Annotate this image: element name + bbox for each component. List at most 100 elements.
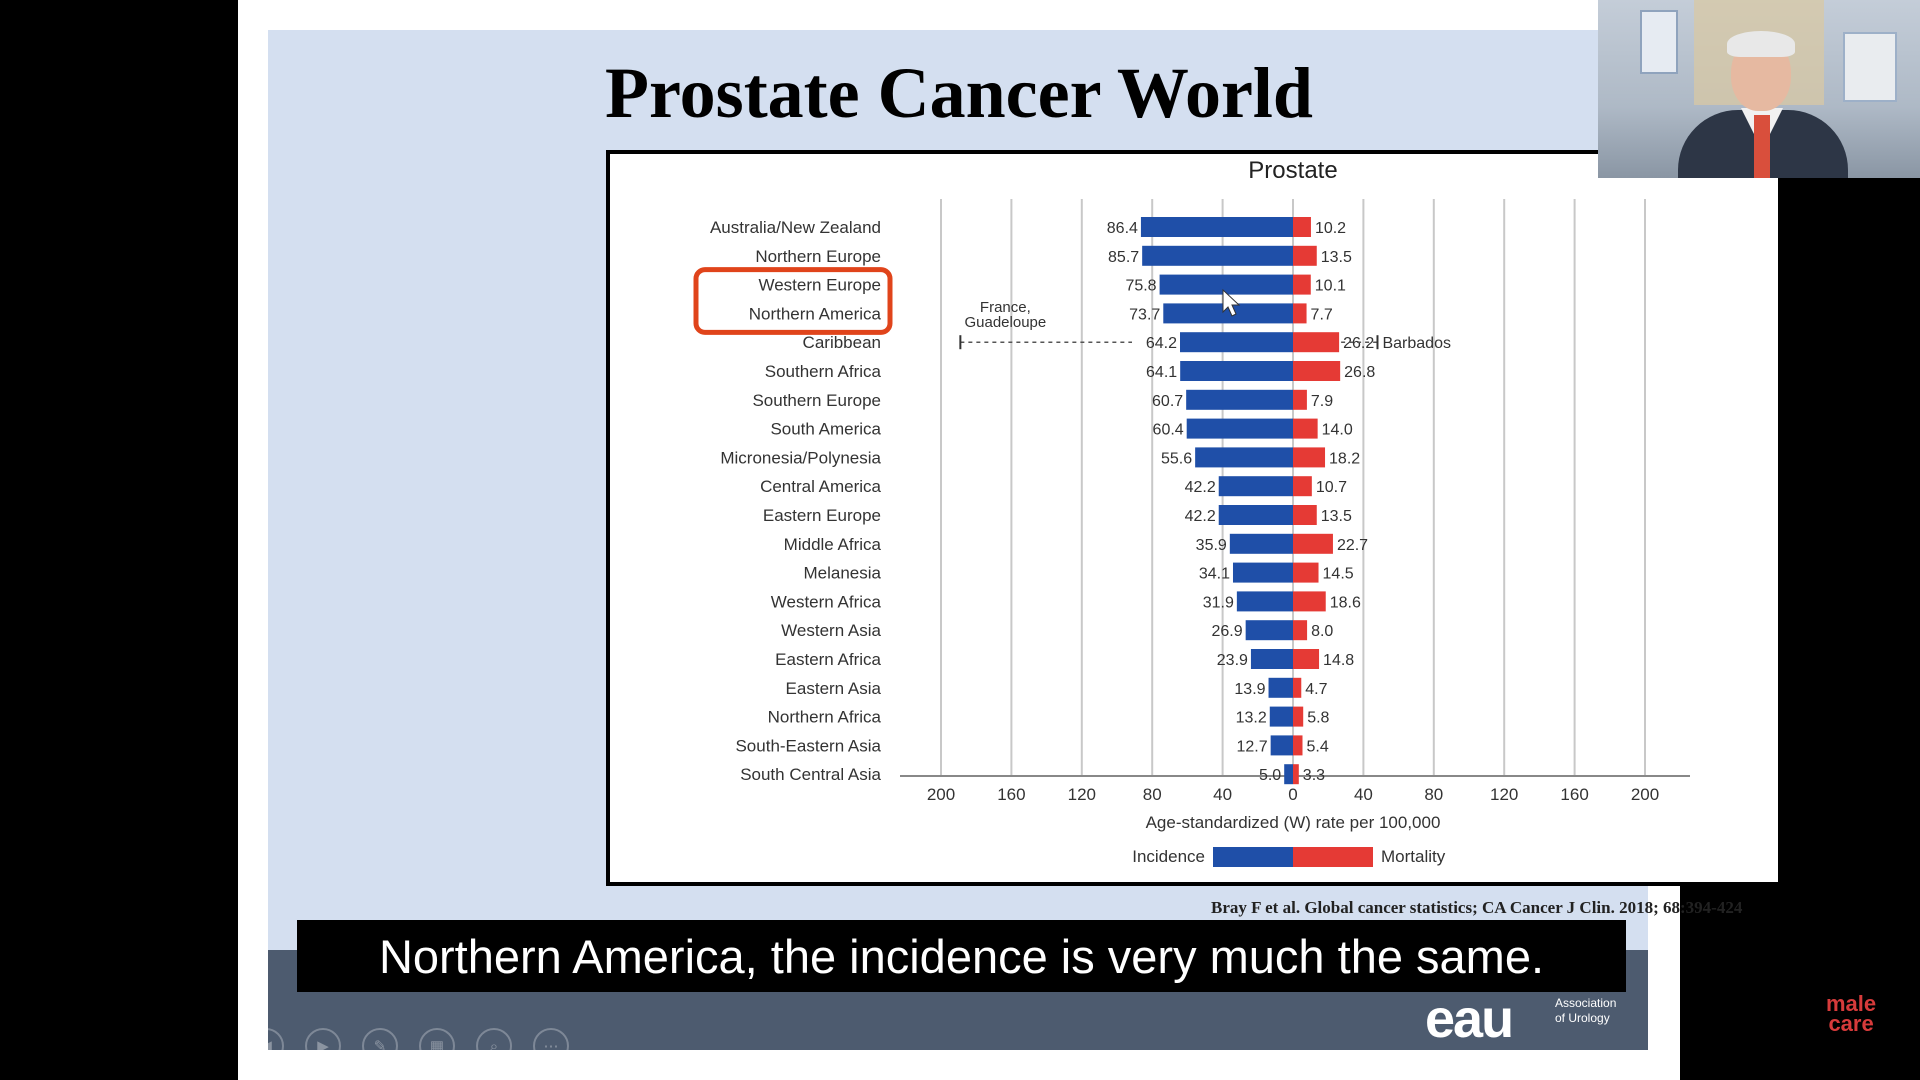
incidence-data-label: 60.7 [1152,393,1183,410]
incidence-bar [1218,476,1293,497]
chart-frame: Prostate Australia/New Zealand 86.4 10.2 Nor… [606,150,1782,886]
x-axis-label: Age-standardized (W) rate per 100,000 [1146,813,1441,832]
mortality-data-label: 5.8 [1307,710,1329,727]
category-label: Western Europe [758,276,881,295]
incidence-bar [1268,677,1293,698]
incidence-data-label: 26.9 [1212,623,1243,640]
x-tick-label: 200 [1631,785,1659,804]
zoom-icon[interactable]: ⌕ [476,1028,512,1064]
mortality-bar [1293,447,1326,468]
mortality-data-label: 10.1 [1315,278,1346,295]
incidence-bar [1142,245,1293,266]
incidence-bar [1186,418,1293,439]
incidence-data-label: 23.9 [1217,652,1248,669]
incidence-data-label: 42.2 [1185,479,1216,496]
mortality-data-label: 4.7 [1305,681,1327,698]
legend-label-incidence: Incidence [1132,847,1205,866]
pen-icon[interactable]: ✎ [362,1028,398,1064]
wall-poster [1843,32,1897,102]
speaker-hair [1727,31,1795,57]
incidence-bar [1180,332,1293,353]
x-tick-label: 160 [1560,785,1588,804]
previous-icon[interactable]: ◀ [248,1028,284,1064]
mortality-data-label: 7.7 [1311,306,1333,323]
legend-swatch-mortality [1293,847,1373,867]
incidence-data-label: 75.8 [1125,278,1156,295]
mortality-bar [1293,217,1311,237]
category-label: Southern Africa [765,362,882,381]
incidence-data-label: 13.2 [1236,710,1267,727]
subtitle-caption: Northern America, the incidence is very … [297,920,1626,992]
category-label: Northern Europe [755,247,881,266]
eau-logo: eau [1425,989,1514,1049]
mortality-bar [1293,361,1341,381]
mortality-bar [1293,649,1320,669]
incidence-data-label: 73.7 [1129,306,1160,323]
mortality-bar [1293,332,1340,353]
chart-title: Prostate [1248,157,1337,184]
incidence-bar [1218,505,1293,525]
slides-icon[interactable]: ▦ [419,1028,455,1064]
eau-logo-line: Association [1555,996,1617,1010]
incidence-bar [1140,217,1293,237]
channel-watermark: male care [1826,993,1876,1036]
incidence-bar [1236,591,1293,612]
slide-title: Prostate Cancer World [605,53,1313,133]
incidence-bar [1159,274,1293,295]
x-tick-label: 120 [1490,785,1518,804]
mortality-data-label: 8.0 [1311,623,1333,640]
incidence-data-label: 64.1 [1146,364,1177,381]
annotation-barbados: Barbados [1382,335,1451,352]
mortality-data-label: 14.0 [1322,422,1353,439]
incidence-bar [1269,706,1293,727]
incidence-data-label: 13.9 [1234,681,1265,698]
category-label: Eastern Asia [786,679,882,698]
incidence-data-label: 64.2 [1146,335,1177,352]
incidence-data-label: 12.7 [1237,738,1268,755]
mortality-bar [1293,735,1303,756]
category-label: Micronesia/Polynesia [720,448,881,467]
incidence-data-label: 31.9 [1203,594,1234,611]
mortality-bar [1293,706,1304,727]
mortality-data-label: 10.7 [1316,479,1347,496]
mortality-bar [1293,505,1317,525]
watermark-line: care [1828,1011,1874,1036]
mortality-bar [1293,245,1317,266]
eau-logo-line: of Urology [1555,1011,1610,1025]
next-icon[interactable]: ▶ [305,1028,341,1064]
legend-label-mortality: Mortality [1381,847,1446,866]
incidence-bar [1284,764,1293,785]
incidence-bar [1195,447,1293,468]
mortality-bar [1293,620,1308,641]
x-tick-label: 80 [1143,785,1162,804]
mortality-data-label: 14.8 [1323,652,1354,669]
highlight-box [693,267,893,335]
bar-chart: Prostate Australia/New Zealand 86.4 10.2 Nor… [693,157,1690,867]
incidence-data-label: 35.9 [1196,537,1227,554]
x-tick-label: 120 [1068,785,1096,804]
category-label: South America [770,420,881,439]
annotation-france-guadeloupe: France, Guadeloupe [964,299,1046,331]
incidence-bar [1180,361,1293,381]
citation: Bray F et al. Global cancer statistics; … [1211,898,1743,917]
mortality-data-label: 13.5 [1321,508,1352,525]
incidence-data-label: 86.4 [1107,220,1138,237]
category-label: Middle Africa [784,535,882,554]
x-tick-label: 40 [1354,785,1373,804]
mortality-data-label: 7.9 [1311,393,1333,410]
incidence-data-label: 42.2 [1185,508,1216,525]
category-label: South Central Asia [740,765,881,784]
cursor-icon [1222,288,1241,317]
category-label: Western Africa [771,592,882,611]
category-label: Caribbean [803,333,881,352]
incidence-bar [1163,303,1293,324]
x-tick-label: 200 [927,785,955,804]
category-label: Eastern Africa [775,650,881,669]
mortality-bar [1293,418,1318,439]
x-tick-label: 160 [997,785,1025,804]
mortality-data-label: 18.6 [1330,594,1361,611]
mortality-data-label: 13.5 [1321,249,1352,266]
incidence-data-label: 5.0 [1259,767,1281,784]
x-tick-label: 40 [1213,785,1232,804]
more-icon[interactable]: ⋯ [533,1028,569,1064]
